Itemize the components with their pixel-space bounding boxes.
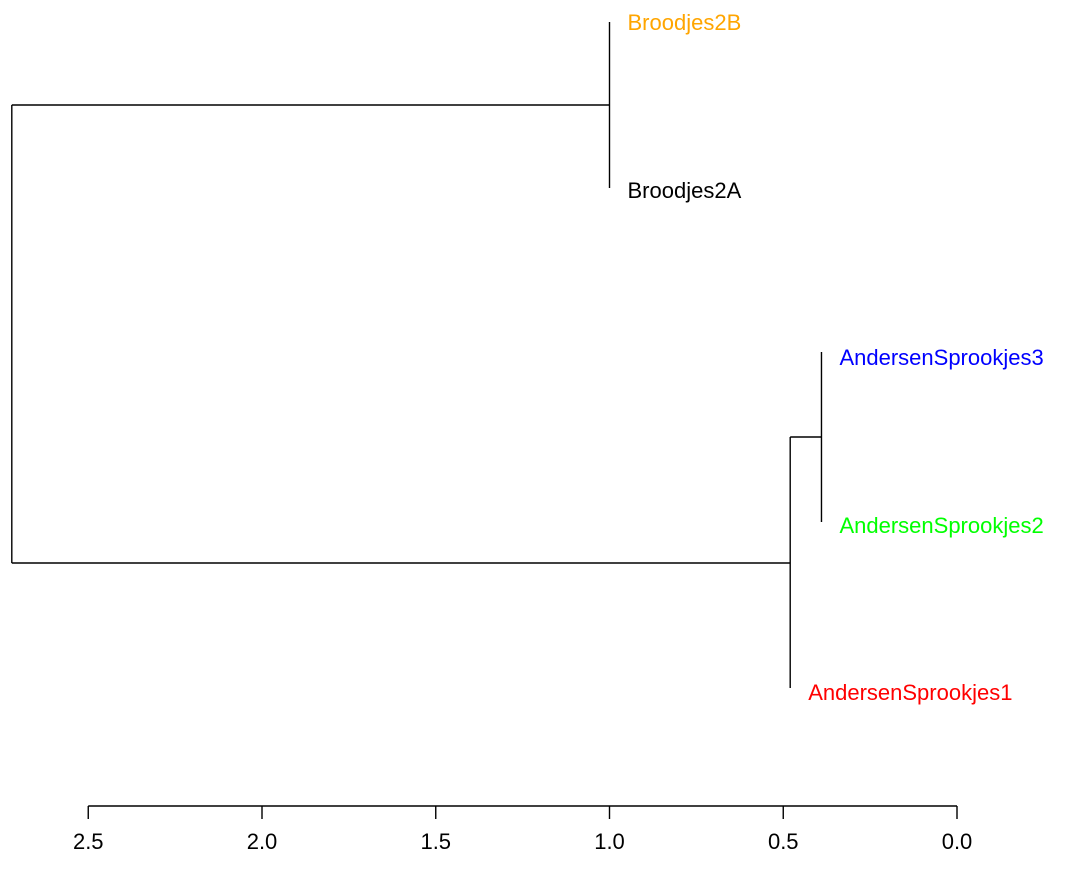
dendrogram-branches bbox=[11, 22, 823, 688]
x-tick-label: 0.0 bbox=[942, 829, 973, 854]
leaf-label: AndersenSprookjes3 bbox=[839, 345, 1043, 370]
leaf-label: Broodjes2A bbox=[628, 178, 742, 203]
x-tick-label: 2.0 bbox=[247, 829, 278, 854]
x-tick-label: 1.5 bbox=[420, 829, 451, 854]
leaf-labels: Broodjes2B Broodjes2A AndersenSprookjes3 An… bbox=[628, 10, 1044, 705]
x-axis: 2.5 2.0 1.5 1.0 0.5 0.0 bbox=[73, 805, 973, 854]
x-tick-label: 2.5 bbox=[73, 829, 104, 854]
x-tick-label: 1.0 bbox=[594, 829, 625, 854]
leaf-label: AndersenSprookjes1 bbox=[808, 680, 1012, 705]
leaf-label: Broodjes2B bbox=[628, 10, 742, 35]
leaf-label: AndersenSprookjes2 bbox=[839, 513, 1043, 538]
x-tick-label: 0.5 bbox=[768, 829, 799, 854]
